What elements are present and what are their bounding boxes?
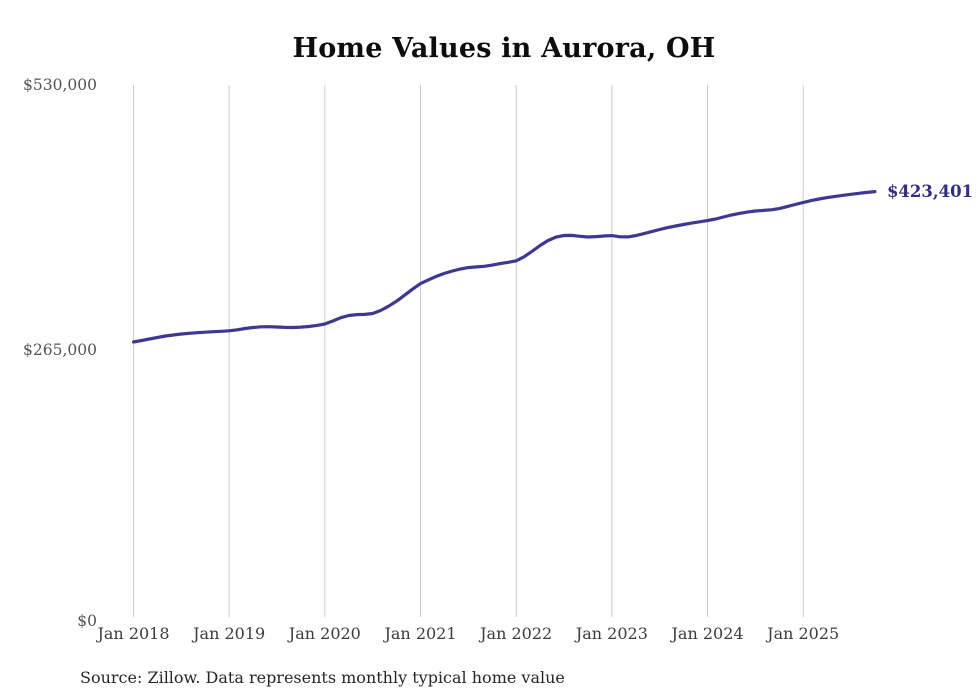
x-tick-label: Jan 2022	[480, 624, 553, 643]
x-tick-label: Jan 2018	[97, 624, 170, 643]
x-tick-label: Jan 2025	[767, 624, 840, 643]
x-tick-label: Jan 2019	[193, 624, 266, 643]
x-tick-label: Jan 2020	[288, 624, 361, 643]
y-tick-label: $265,000	[23, 341, 97, 359]
y-tick-label: $530,000	[23, 76, 97, 94]
source-note: Source: Zillow. Data represents monthly …	[80, 668, 565, 687]
x-tick-label: Jan 2021	[384, 624, 457, 643]
home-value-line	[131, 190, 877, 344]
x-tick-label: Jan 2023	[575, 624, 648, 643]
y-tick-label: $0	[77, 612, 97, 630]
chart-title: Home Values in Aurora, OH	[292, 33, 716, 64]
latest-value-label: $423,401	[886, 181, 974, 201]
x-tick-label: Jan 2024	[671, 624, 744, 643]
